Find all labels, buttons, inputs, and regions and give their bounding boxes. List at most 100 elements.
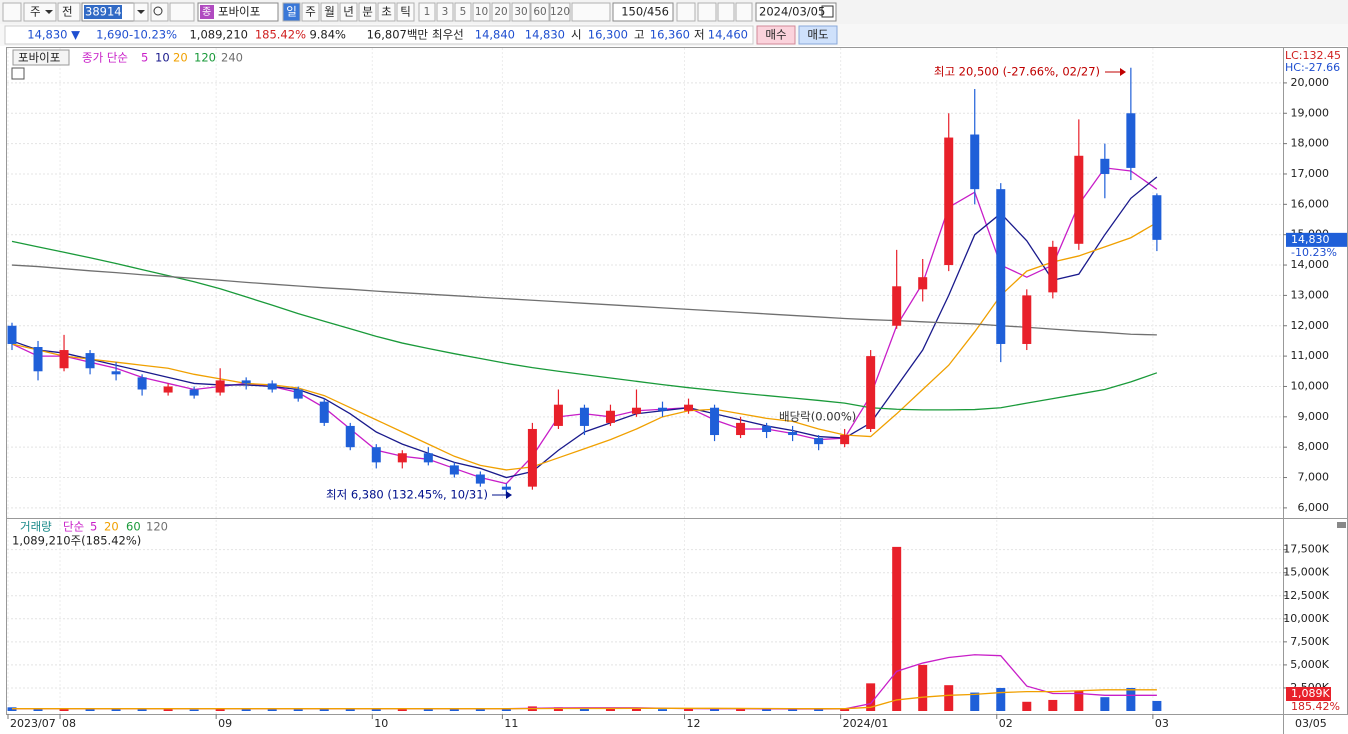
- candle-body: [189, 389, 199, 396]
- period-button[interactable]: [320, 2, 339, 22]
- volume-bar: [1074, 690, 1084, 711]
- candle-body: [1126, 113, 1136, 168]
- interval-button[interactable]: [472, 2, 491, 22]
- volume-bar: [215, 708, 225, 711]
- y-tick-label: 18,000: [1291, 137, 1330, 150]
- buy-button[interactable]: [756, 25, 796, 45]
- period-label: 년: [343, 5, 354, 19]
- save-icon[interactable]: [717, 2, 735, 22]
- y-tick-label: 12,000: [1291, 319, 1330, 332]
- volume-bar: [501, 708, 511, 711]
- y-tick-label: 5,000K: [1290, 658, 1329, 671]
- volume-bar: [163, 709, 173, 711]
- interval-button[interactable]: [436, 2, 454, 22]
- price: 14,830 ▼: [27, 28, 80, 42]
- tool-icon[interactable]: [676, 2, 696, 22]
- volume-bar: [736, 708, 746, 711]
- period-label: 일: [286, 5, 297, 19]
- legend-prefix: 단순: [63, 520, 84, 534]
- dropdown-arrow: [137, 10, 145, 14]
- quote-box: [4, 25, 754, 45]
- ma-line: [11, 221, 1158, 471]
- period-button[interactable]: [339, 2, 358, 22]
- volume-bar: [33, 708, 43, 711]
- legend-item: 5: [90, 520, 97, 534]
- interval-label: 20: [494, 6, 507, 18]
- candle-body: [1022, 295, 1032, 344]
- high-label: 고: [634, 28, 645, 42]
- last-volume-ratio: 185.42%: [1291, 700, 1340, 713]
- volume-bar: [189, 709, 199, 711]
- interval-button[interactable]: [530, 2, 550, 22]
- settings-icon[interactable]: [735, 2, 753, 22]
- candle-body: [814, 438, 824, 445]
- interval-button[interactable]: [549, 2, 571, 22]
- chart-frame: [6, 47, 1348, 715]
- candle-body: [59, 350, 69, 369]
- candle-body: [215, 380, 225, 393]
- volume-bar: [996, 687, 1006, 711]
- turnover: 9.84%: [309, 28, 346, 42]
- interval-button[interactable]: [511, 2, 531, 22]
- x-tick-label: 03: [1155, 717, 1169, 730]
- annotation: 배당락(0.00%): [779, 410, 856, 424]
- candle-body: [423, 453, 433, 463]
- candle-body: [449, 465, 459, 475]
- menu-icon[interactable]: [2, 2, 22, 22]
- y-tick-label: 6,000: [1298, 501, 1330, 514]
- candle-body: [267, 383, 277, 390]
- interval-button[interactable]: [418, 2, 436, 22]
- volume: 1,089,210: [189, 28, 248, 42]
- buy-label: 매수: [765, 28, 786, 42]
- market-select[interactable]: [23, 2, 57, 22]
- interval-button[interactable]: [491, 2, 511, 22]
- volume-bar: [449, 709, 459, 711]
- bid: 14,830: [525, 28, 565, 42]
- period-button[interactable]: [282, 2, 301, 22]
- period-button[interactable]: [358, 2, 377, 22]
- candle-body: [970, 134, 980, 190]
- search-button[interactable]: [150, 2, 169, 22]
- candle-body: [1074, 155, 1084, 244]
- interval-button[interactable]: [454, 2, 472, 22]
- period-button[interactable]: [396, 2, 415, 22]
- period-button[interactable]: [301, 2, 320, 22]
- code-selection: [84, 5, 122, 19]
- tool-icon[interactable]: [697, 2, 717, 22]
- candle-body: [1100, 158, 1110, 174]
- interval-select[interactable]: [571, 2, 611, 22]
- ask: 14,840: [475, 28, 515, 42]
- arrow-head: [1120, 68, 1126, 76]
- y-tick-label: 15,000K: [1283, 566, 1329, 579]
- candle-body: [762, 425, 772, 433]
- x-tick-label: 11: [504, 717, 518, 730]
- legend-item: 20: [173, 51, 188, 65]
- sound-button[interactable]: [169, 2, 195, 22]
- candle-body: [397, 453, 407, 463]
- volume-bar: [475, 709, 485, 711]
- name-box: [12, 49, 70, 66]
- code: 389140: [85, 5, 129, 19]
- calendar-icon: [821, 5, 834, 18]
- legend-prefix: 종가 단순: [82, 51, 128, 65]
- count-field[interactable]: [612, 2, 674, 22]
- candle-body: [918, 277, 928, 290]
- candle-body: [319, 401, 329, 423]
- panel-toggle[interactable]: [1337, 522, 1346, 528]
- period-button[interactable]: [377, 2, 396, 22]
- sell-button[interactable]: [798, 25, 838, 45]
- legend-item: 120: [194, 51, 216, 65]
- date-field[interactable]: [755, 2, 837, 22]
- volume-bar: [762, 709, 772, 711]
- table-icon[interactable]: [11, 67, 25, 80]
- interval-label: 3: [442, 6, 449, 18]
- candle-body: [944, 137, 954, 266]
- volume-bar: [605, 708, 615, 711]
- scope-button[interactable]: [57, 2, 81, 22]
- candle-body: [163, 386, 173, 393]
- volume-bar: [423, 709, 433, 711]
- hc-label: HC:-27.66: [1285, 61, 1340, 74]
- open: 16,300: [588, 28, 628, 42]
- candle-body: [293, 389, 303, 399]
- volume-bar: [319, 709, 329, 711]
